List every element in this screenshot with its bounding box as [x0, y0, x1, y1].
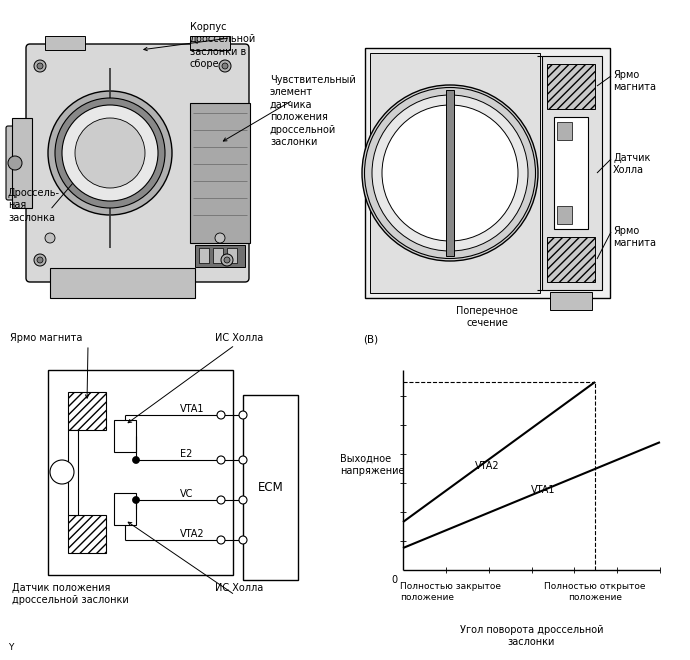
Text: Чувствительный
элемент
датчика
положения
дроссельной
заслонки: Чувствительный элемент датчика положения… — [270, 75, 356, 147]
Bar — [68, 430, 78, 515]
Text: VC: VC — [180, 489, 193, 499]
Bar — [547, 64, 595, 109]
Text: Y: Y — [8, 643, 13, 652]
Circle shape — [382, 105, 518, 241]
Circle shape — [222, 63, 228, 69]
Circle shape — [55, 98, 165, 208]
Circle shape — [62, 105, 158, 201]
Circle shape — [48, 91, 172, 215]
Text: (В): (В) — [363, 335, 378, 345]
Circle shape — [362, 85, 538, 261]
Text: Ярмо магнита: Ярмо магнита — [10, 333, 82, 343]
Text: E2: E2 — [180, 449, 193, 459]
Bar — [243, 395, 298, 580]
Circle shape — [239, 411, 247, 419]
FancyBboxPatch shape — [6, 126, 24, 200]
Text: Выходное
напряжение: Выходное напряжение — [340, 454, 404, 477]
Bar — [12, 118, 32, 208]
Bar — [227, 248, 237, 263]
Bar — [48, 370, 233, 575]
Text: Угол поворота дроссельной
заслонки: Угол поворота дроссельной заслонки — [460, 625, 603, 647]
Bar — [557, 122, 572, 140]
Circle shape — [75, 118, 145, 188]
Text: Полностью закрытое
положение: Полностью закрытое положение — [400, 582, 501, 602]
Text: Корпус
дроссельной
заслонки в
сборе: Корпус дроссельной заслонки в сборе — [190, 22, 256, 69]
Circle shape — [37, 63, 43, 69]
Text: VTA2: VTA2 — [180, 529, 205, 539]
Bar — [114, 493, 136, 525]
Circle shape — [8, 156, 22, 170]
Circle shape — [372, 95, 528, 251]
Text: VTA1: VTA1 — [180, 404, 204, 414]
Bar — [199, 248, 209, 263]
Circle shape — [132, 457, 139, 463]
Bar — [547, 237, 595, 282]
Bar — [554, 117, 588, 229]
Bar — [213, 248, 223, 263]
Text: Ярмо
магнита: Ярмо магнита — [613, 226, 656, 248]
Bar — [195, 245, 245, 267]
Circle shape — [239, 536, 247, 544]
Circle shape — [239, 456, 247, 464]
Bar — [190, 36, 230, 50]
Bar — [114, 420, 136, 452]
Circle shape — [221, 254, 233, 266]
Circle shape — [50, 460, 74, 484]
Bar — [68, 392, 106, 430]
Text: Датчик
Холла: Датчик Холла — [613, 153, 651, 176]
Text: Датчик положения
дроссельной заслонки: Датчик положения дроссельной заслонки — [12, 583, 129, 605]
Bar — [50, 268, 195, 298]
Text: 0: 0 — [392, 575, 398, 585]
Text: Дроссель-
ная
заслонка: Дроссель- ная заслонка — [8, 188, 60, 223]
Bar — [446, 90, 454, 256]
Circle shape — [34, 60, 46, 72]
Text: ИС Холла: ИС Холла — [215, 333, 264, 343]
Circle shape — [217, 496, 225, 504]
Bar — [550, 292, 592, 310]
Bar — [45, 36, 85, 50]
Circle shape — [224, 257, 230, 263]
Circle shape — [217, 536, 225, 544]
Bar — [370, 53, 540, 293]
Text: Полностью открытое
положение: Полностью открытое положение — [544, 582, 646, 602]
Text: VTA2: VTA2 — [475, 461, 500, 471]
Text: Поперечное
сечение: Поперечное сечение — [456, 306, 518, 329]
Circle shape — [215, 233, 225, 243]
Circle shape — [239, 496, 247, 504]
FancyBboxPatch shape — [26, 44, 249, 282]
Bar — [68, 515, 106, 553]
Bar — [542, 56, 602, 290]
Bar — [365, 48, 610, 298]
Circle shape — [219, 60, 231, 72]
Circle shape — [37, 257, 43, 263]
Text: ECM: ECM — [257, 481, 284, 494]
Circle shape — [132, 496, 139, 504]
Bar — [190, 103, 250, 243]
Text: VTA1: VTA1 — [531, 485, 556, 495]
Text: ИС Холла: ИС Холла — [215, 583, 264, 593]
Circle shape — [34, 254, 46, 266]
Circle shape — [45, 233, 55, 243]
Text: Ярмо
магнита: Ярмо магнита — [613, 70, 656, 92]
Bar — [557, 206, 572, 224]
Circle shape — [217, 456, 225, 464]
Circle shape — [217, 411, 225, 419]
